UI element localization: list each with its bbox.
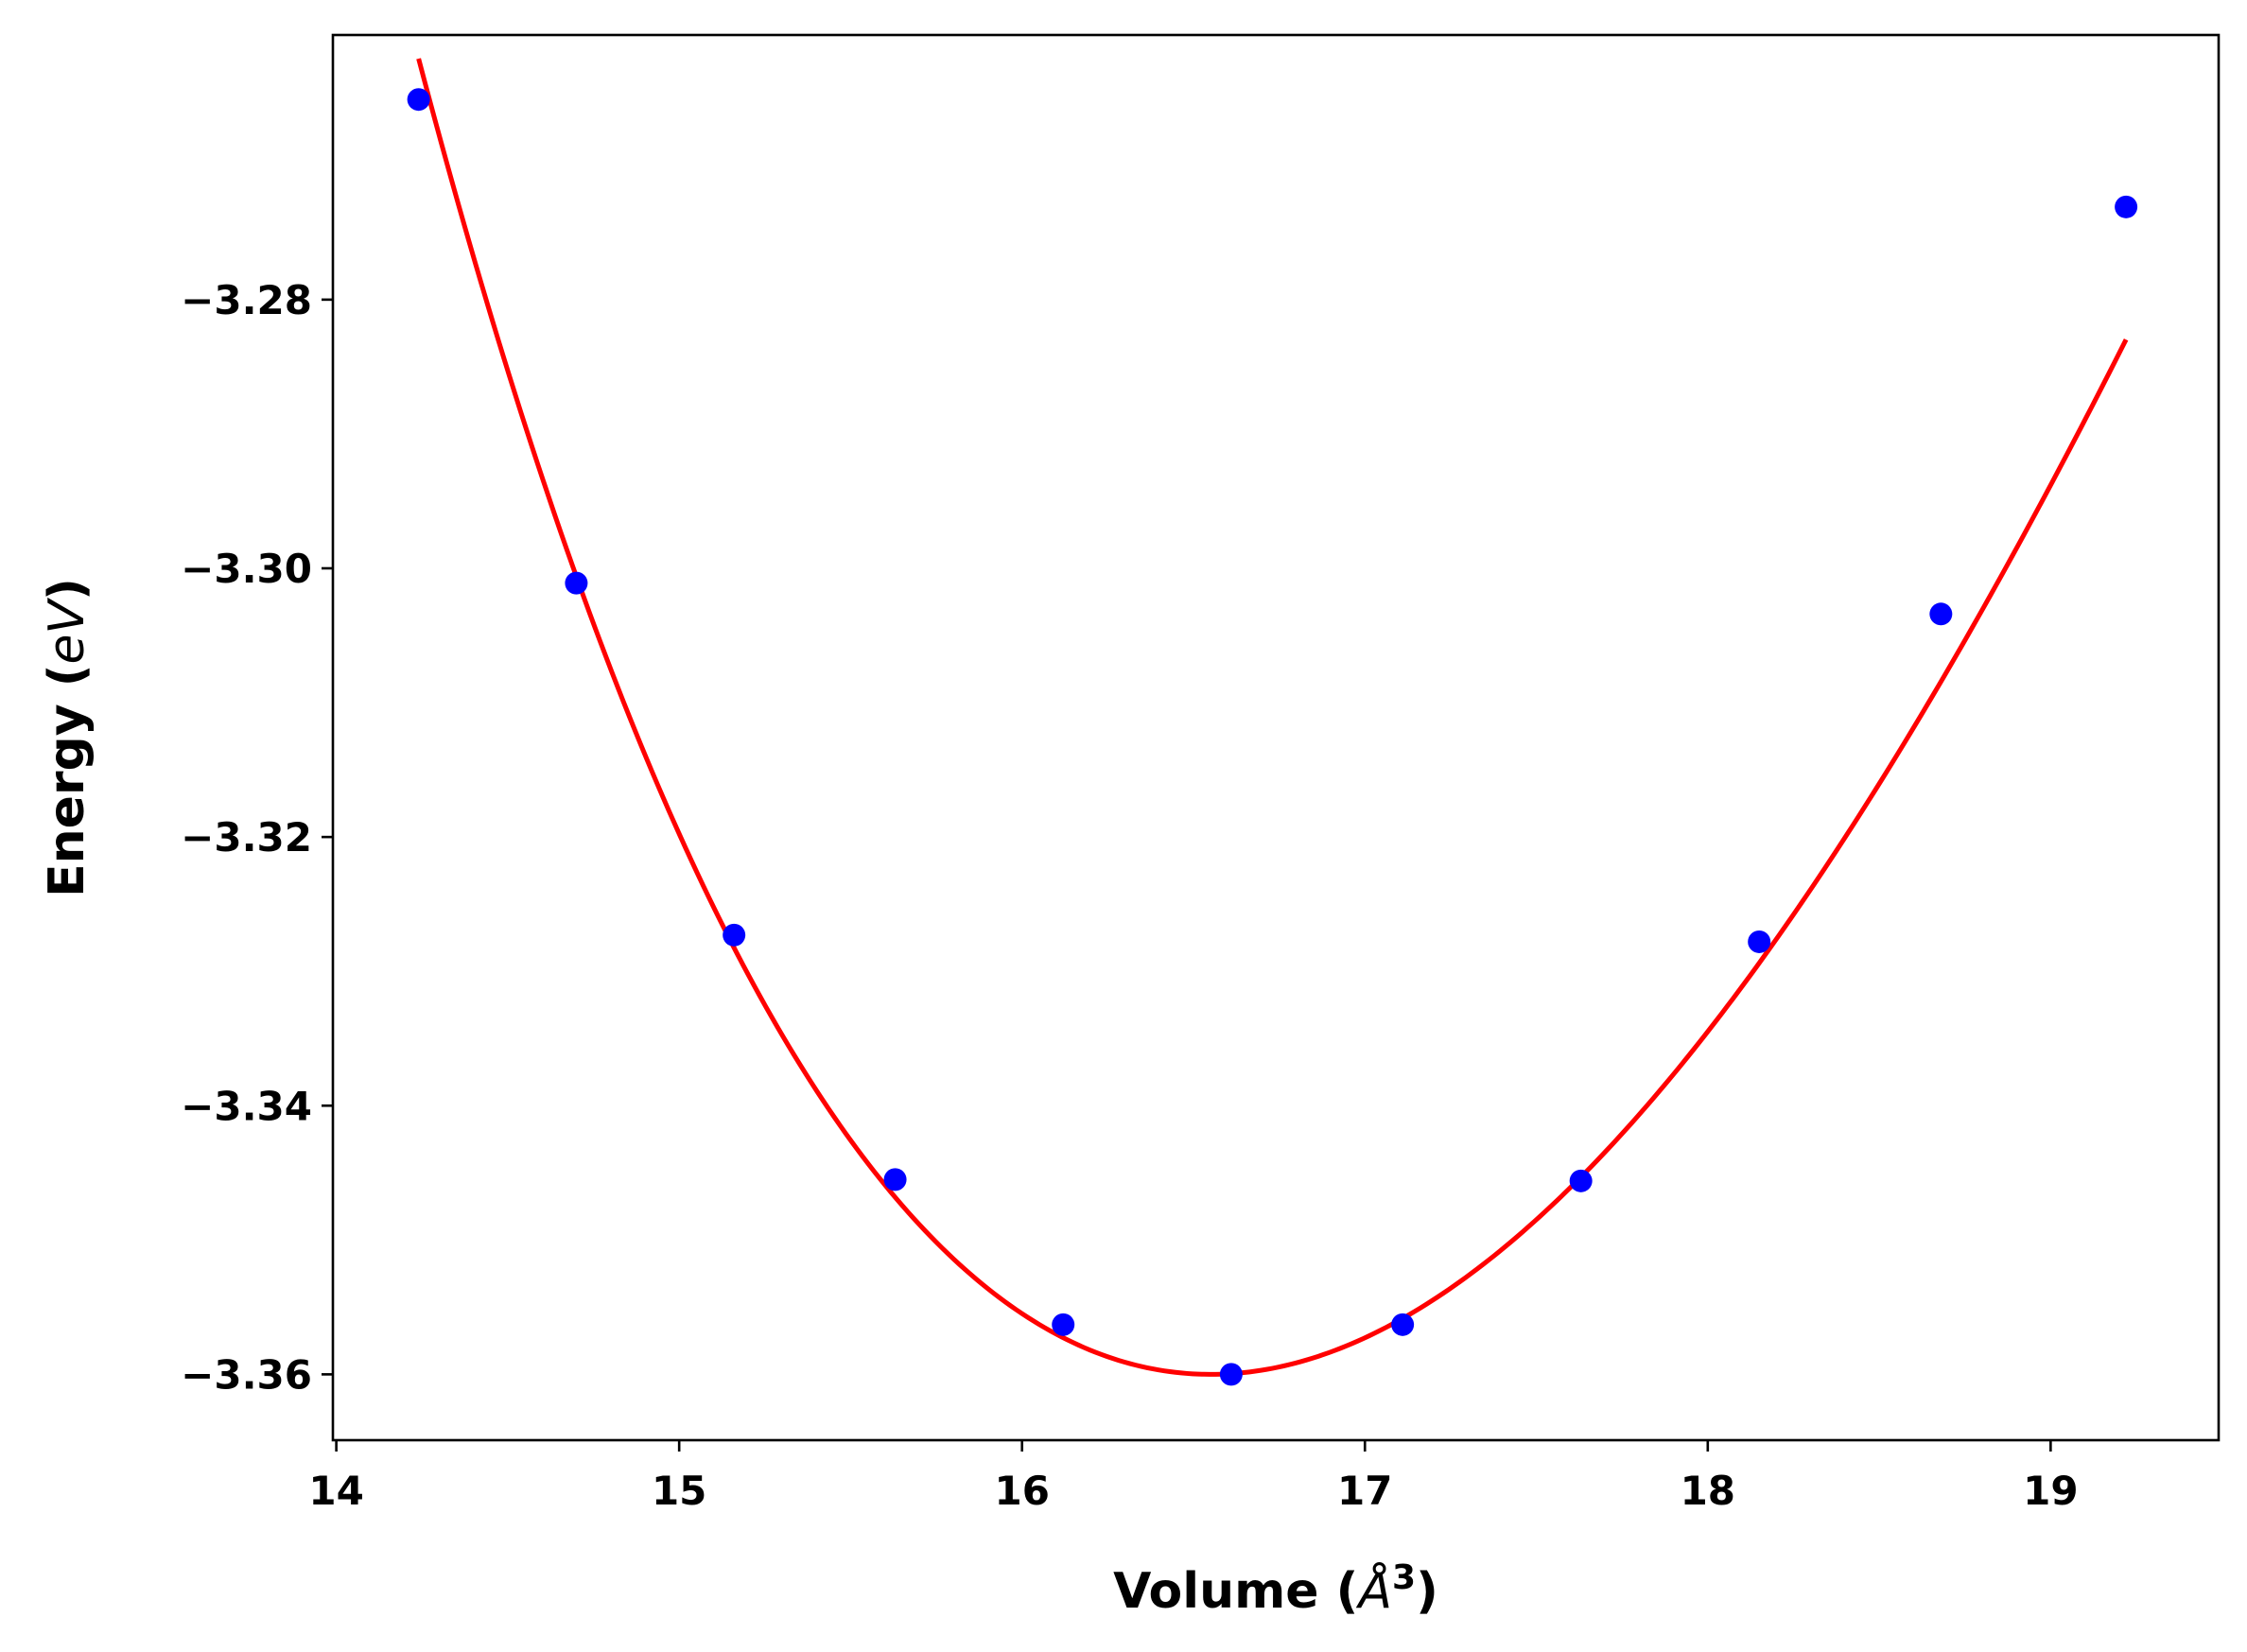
- data-point: [883, 1168, 907, 1191]
- plot-frame: [331, 33, 2221, 1442]
- data-point: [1569, 1169, 1593, 1192]
- y-tick-label: −3.34: [181, 1083, 312, 1129]
- data-point: [723, 923, 746, 947]
- data-point: [1391, 1313, 1415, 1336]
- data-point: [1929, 602, 1953, 626]
- data-point: [2115, 195, 2138, 218]
- x-axis-title-unit: Å: [1355, 1561, 1392, 1620]
- x-axis-ticks: 14 15 16 17 18 19: [308, 1440, 2079, 1514]
- y-tick-label: −3.32: [181, 814, 312, 861]
- y-axis-ticks: −3.36 −3.34 −3.32 −3.30 −3.28: [181, 277, 333, 1398]
- y-tick-label: −3.36: [181, 1351, 312, 1398]
- y-axis-title-unit: eV: [39, 597, 96, 664]
- x-tick-label: 18: [1681, 1468, 1735, 1514]
- x-tick-label: 19: [2023, 1468, 2078, 1514]
- x-tick-label: 15: [652, 1468, 706, 1514]
- x-tick-label: 16: [994, 1468, 1049, 1514]
- y-axis-title: Energy (eV): [39, 578, 96, 897]
- x-axis-title-power: 3: [1392, 1558, 1416, 1597]
- x-axis-title-suffix: ): [1416, 1563, 1438, 1620]
- x-tick-label: 17: [1337, 1468, 1392, 1514]
- x-axis-title-prefix: Volume (: [1113, 1563, 1358, 1620]
- data-point: [1748, 930, 1771, 953]
- y-tick-label: −3.28: [181, 277, 312, 323]
- y-axis-title-suffix: ): [39, 578, 96, 600]
- x-tick-label: 14: [308, 1468, 363, 1514]
- y-tick-label: −3.30: [181, 546, 312, 592]
- x-axis-title: Volume (Å3): [1113, 1558, 1438, 1620]
- y-axis-title-prefix: Energy (: [39, 664, 96, 896]
- data-points-layer: [407, 88, 2138, 1386]
- plot-area: [333, 35, 2219, 1440]
- fit-line: [416, 58, 2129, 1377]
- data-point: [1219, 1363, 1243, 1386]
- fit-curve-layer: [416, 58, 2129, 1377]
- data-point: [1052, 1313, 1075, 1336]
- data-point: [565, 571, 588, 595]
- data-point: [407, 88, 430, 112]
